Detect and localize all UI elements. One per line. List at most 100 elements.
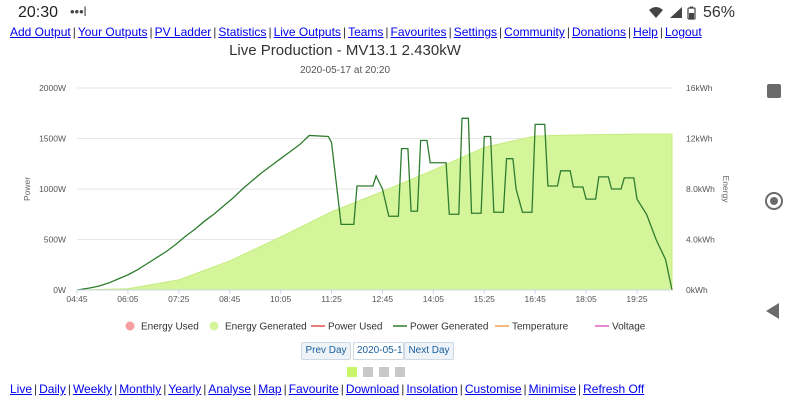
page-dot[interactable] [379,367,389,377]
chart-areas [76,133,673,291]
nav-help[interactable]: Help [633,25,658,39]
notification-dots: •••l [70,4,87,19]
x-tick-label: 06:05 [117,294,139,304]
nav-separator: | [340,382,344,396]
page-dot[interactable] [395,367,405,377]
date-input[interactable]: 2020-05-17 [353,342,404,360]
legend-item-label: Energy Generated [225,322,307,333]
x-tick-label: 14:05 [423,294,445,304]
bottom-navigation: Live | Daily | Weekly | Monthly | Yearly | Analyse… [10,382,644,396]
live-production-chart: 0W 0kWh 500W 4.0kWh 1000W 8.0kWh 1500W 12kWh 200… [22,83,731,333]
nav-separator: | [34,382,38,396]
nav-separator: | [448,25,452,39]
y-right-tick-label: 0kWh [686,285,708,295]
legend-item-label: Voltage [612,322,646,333]
nav-statistics[interactable]: Statistics [218,25,267,39]
y-left-tick-label: 2000W [39,83,66,93]
nav-favourites[interactable]: Favourites [390,25,447,39]
back-icon[interactable] [766,303,779,319]
nav-separator: | [67,382,71,396]
status-icons [648,6,704,25]
battery-percent: 56% [703,4,736,21]
home-icon[interactable] [765,192,783,210]
legend-item-label: Power Generated [410,322,488,333]
nav-separator: | [459,382,463,396]
x-tick-label: 04:45 [66,294,88,304]
chart-title: Live Production - MV13.1 2.430kW [229,42,461,59]
nav-community[interactable]: Community [504,25,565,39]
chart-axes: 0W 0kWh 500W 4.0kWh 1000W 8.0kWh 1500W 12kWh 200… [22,83,731,304]
power-generated-line [76,117,673,291]
y-right-tick-label: 8.0kWh [686,184,715,194]
nav-live-outputs[interactable]: Live Outputs [273,25,341,39]
nav-separator: | [163,382,167,396]
nav-separator: | [401,382,405,396]
y-right-tick-label: 12kWh [686,134,713,144]
nav-favourite[interactable]: Favourite [288,382,339,396]
nav-yearly[interactable]: Yearly [168,382,202,396]
x-tick-label: 15:25 [474,294,496,304]
nav-separator: | [203,382,207,396]
y-right-axis-title: Energy [721,176,731,204]
x-tick-label: 10:05 [270,294,292,304]
chart-lines [76,117,673,291]
legend-marker [125,321,135,331]
x-tick-label: 16:45 [525,294,547,304]
legend-item-label: Temperature [512,322,569,333]
y-right-tick-label: 16kWh [686,83,713,93]
nav-weekly[interactable]: Weekly [72,382,113,396]
next-day-button[interactable]: Next Day [404,342,454,360]
y-left-tick-label: 0W [53,285,66,295]
energy-generated-area [76,133,673,291]
x-tick-label: 19:25 [626,294,648,304]
nav-your-outputs[interactable]: Your Outputs [77,25,148,39]
nav-separator: | [628,25,632,39]
nav-monthly[interactable]: Monthly [119,382,162,396]
y-left-tick-label: 500W [44,235,66,245]
battery-icon [687,6,696,20]
top-navigation: Add Output | Your Outputs | PV Ladder | Statis… [10,25,702,39]
prev-day-button[interactable]: Prev Day [301,342,351,360]
nav-logout[interactable]: Logout [664,25,702,39]
nav-donations[interactable]: Donations [571,25,627,39]
nav-download[interactable]: Download [345,382,400,396]
y-left-tick-label: 1500W [39,134,66,144]
nav-customise[interactable]: Customise [464,382,522,396]
nav-separator: | [659,25,663,39]
legend-item-label: Energy Used [141,322,199,333]
nav-daily[interactable]: Daily [39,382,66,396]
nav-minimise[interactable]: Minimise [528,382,576,396]
nav-separator: | [72,25,76,39]
nav-pv-ladder[interactable]: PV Ladder [154,25,212,39]
recent-apps-icon[interactable] [767,84,781,98]
x-tick-label: 11:25 [321,294,342,304]
android-nav-bar [748,26,800,401]
nav-map[interactable]: Map [258,382,282,396]
legend-item-label: Power Used [328,322,382,333]
x-tick-label: 07:25 [168,294,190,304]
nav-analyse[interactable]: Analyse [208,382,252,396]
nav-separator: | [385,25,389,39]
x-tick-label: 08:45 [219,294,241,304]
page-dot[interactable] [363,367,373,377]
nav-separator: | [114,382,118,396]
nav-separator: | [578,382,582,396]
chart-legend: Energy Used Energy Generated Power Used Pow… [125,321,646,333]
nav-settings[interactable]: Settings [453,25,498,39]
nav-separator: | [268,25,272,39]
nav-refresh-off[interactable]: Refresh Off [583,382,645,396]
nav-teams[interactable]: Teams [348,25,384,39]
y-left-axis-title: Power [22,177,32,201]
nav-add-output[interactable]: Add Output [10,25,71,39]
nav-insolation[interactable]: Insolation [406,382,458,396]
nav-separator: | [566,25,570,39]
nav-live[interactable]: Live [10,382,33,396]
x-tick-label: 12:45 [372,294,394,304]
nav-separator: | [213,25,217,39]
page-dot[interactable] [347,367,357,377]
chart-subtitle: 2020-05-17 at 20:20 [299,65,391,76]
status-time: 20:30 [18,4,59,21]
x-tick-label: 18:05 [575,294,597,304]
nav-separator: | [523,382,527,396]
status-bar: 20:30 •••l 56% [0,0,800,26]
